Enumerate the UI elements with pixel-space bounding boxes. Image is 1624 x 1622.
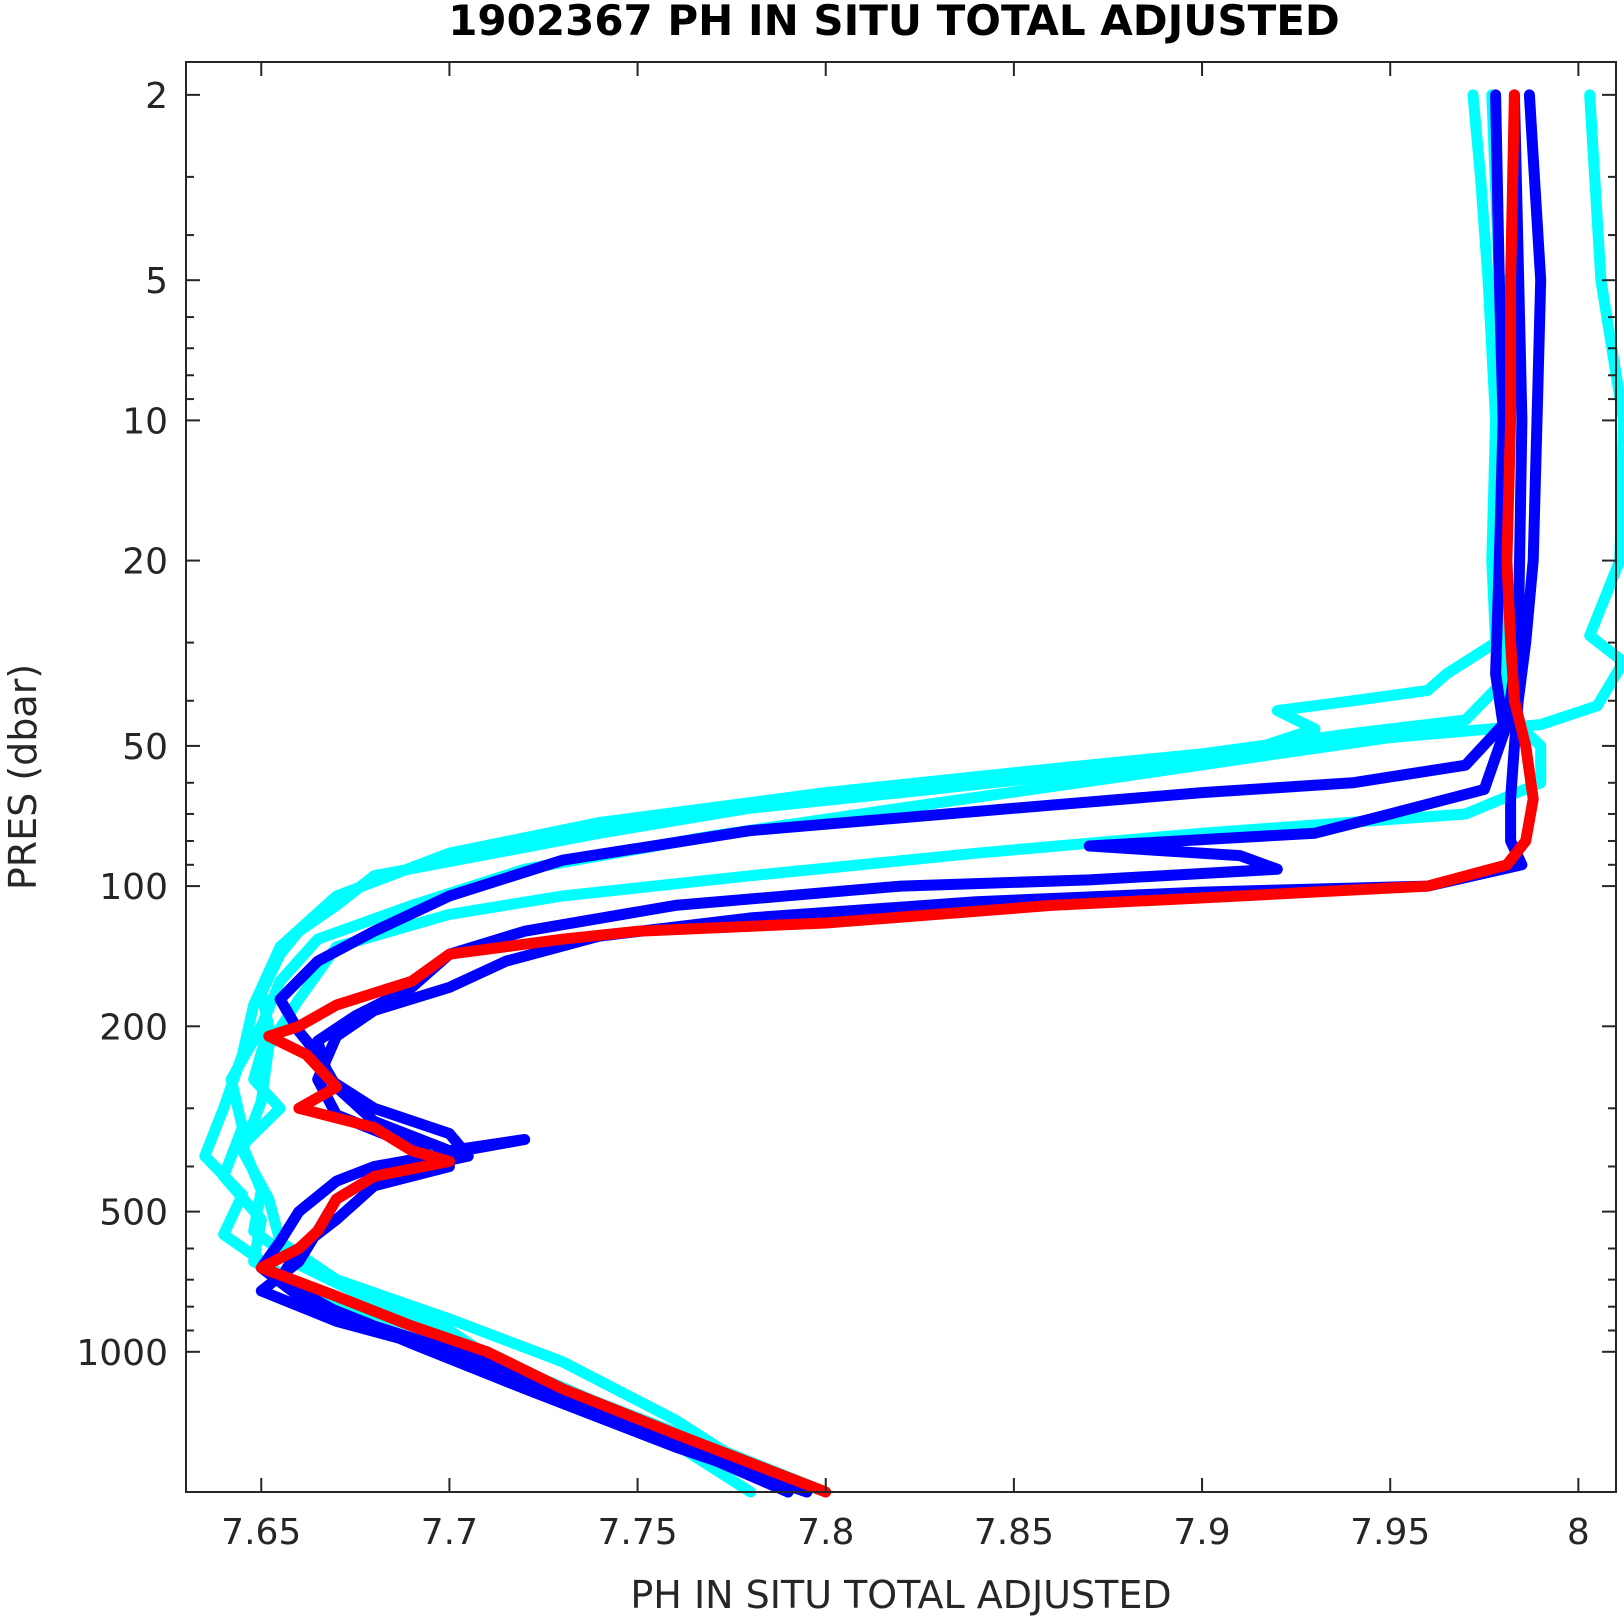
y-tick-label: 1000 xyxy=(76,1333,168,1374)
y-axis-label: PRES (dbar) xyxy=(1,664,45,890)
y-tick-label: 2 xyxy=(145,76,168,117)
x-tick-label: 7.65 xyxy=(221,1512,301,1553)
y-tick-label: 100 xyxy=(99,867,168,908)
x-tick-label: 7.9 xyxy=(1173,1512,1230,1553)
y-tick-label: 20 xyxy=(122,542,168,583)
y-tick-label: 5 xyxy=(145,261,168,302)
x-tick-label: 7.85 xyxy=(974,1512,1054,1553)
x-tick-label: 7.95 xyxy=(1350,1512,1430,1553)
x-tick-label: 8 xyxy=(1567,1512,1590,1553)
y-tick-label: 10 xyxy=(122,401,168,442)
y-tick-label: 200 xyxy=(99,1007,168,1048)
y-axis-ticks: 2 5 10 20 50 100 200 500 1000 xyxy=(76,76,1616,1374)
series-line-2 xyxy=(199,89,1517,1498)
y-tick-label: 500 xyxy=(99,1193,168,1234)
chart-title: 1902367 PH IN SITU TOTAL ADJUSTED xyxy=(448,0,1340,45)
series-line-8 xyxy=(255,89,1539,1498)
series-layer xyxy=(199,89,1624,1498)
y-tick-label: 50 xyxy=(122,727,168,768)
x-axis-label: PH IN SITU TOTAL ADJUSTED xyxy=(630,1573,1171,1617)
axes-box xyxy=(185,61,1617,1493)
x-axis-ticks: 7.65 7.7 7.75 7.8 7.85 7.9 7.95 8 xyxy=(221,62,1590,1553)
x-tick-label: 7.8 xyxy=(797,1512,854,1553)
x-tick-label: 7.7 xyxy=(421,1512,478,1553)
x-tick-label: 7.75 xyxy=(598,1512,678,1553)
plot-area: 7.65 7.7 7.75 7.8 7.85 7.9 7.95 8 2 5 10 20 50 100 20… xyxy=(76,61,1624,1553)
series-line-7 xyxy=(255,89,1528,1498)
